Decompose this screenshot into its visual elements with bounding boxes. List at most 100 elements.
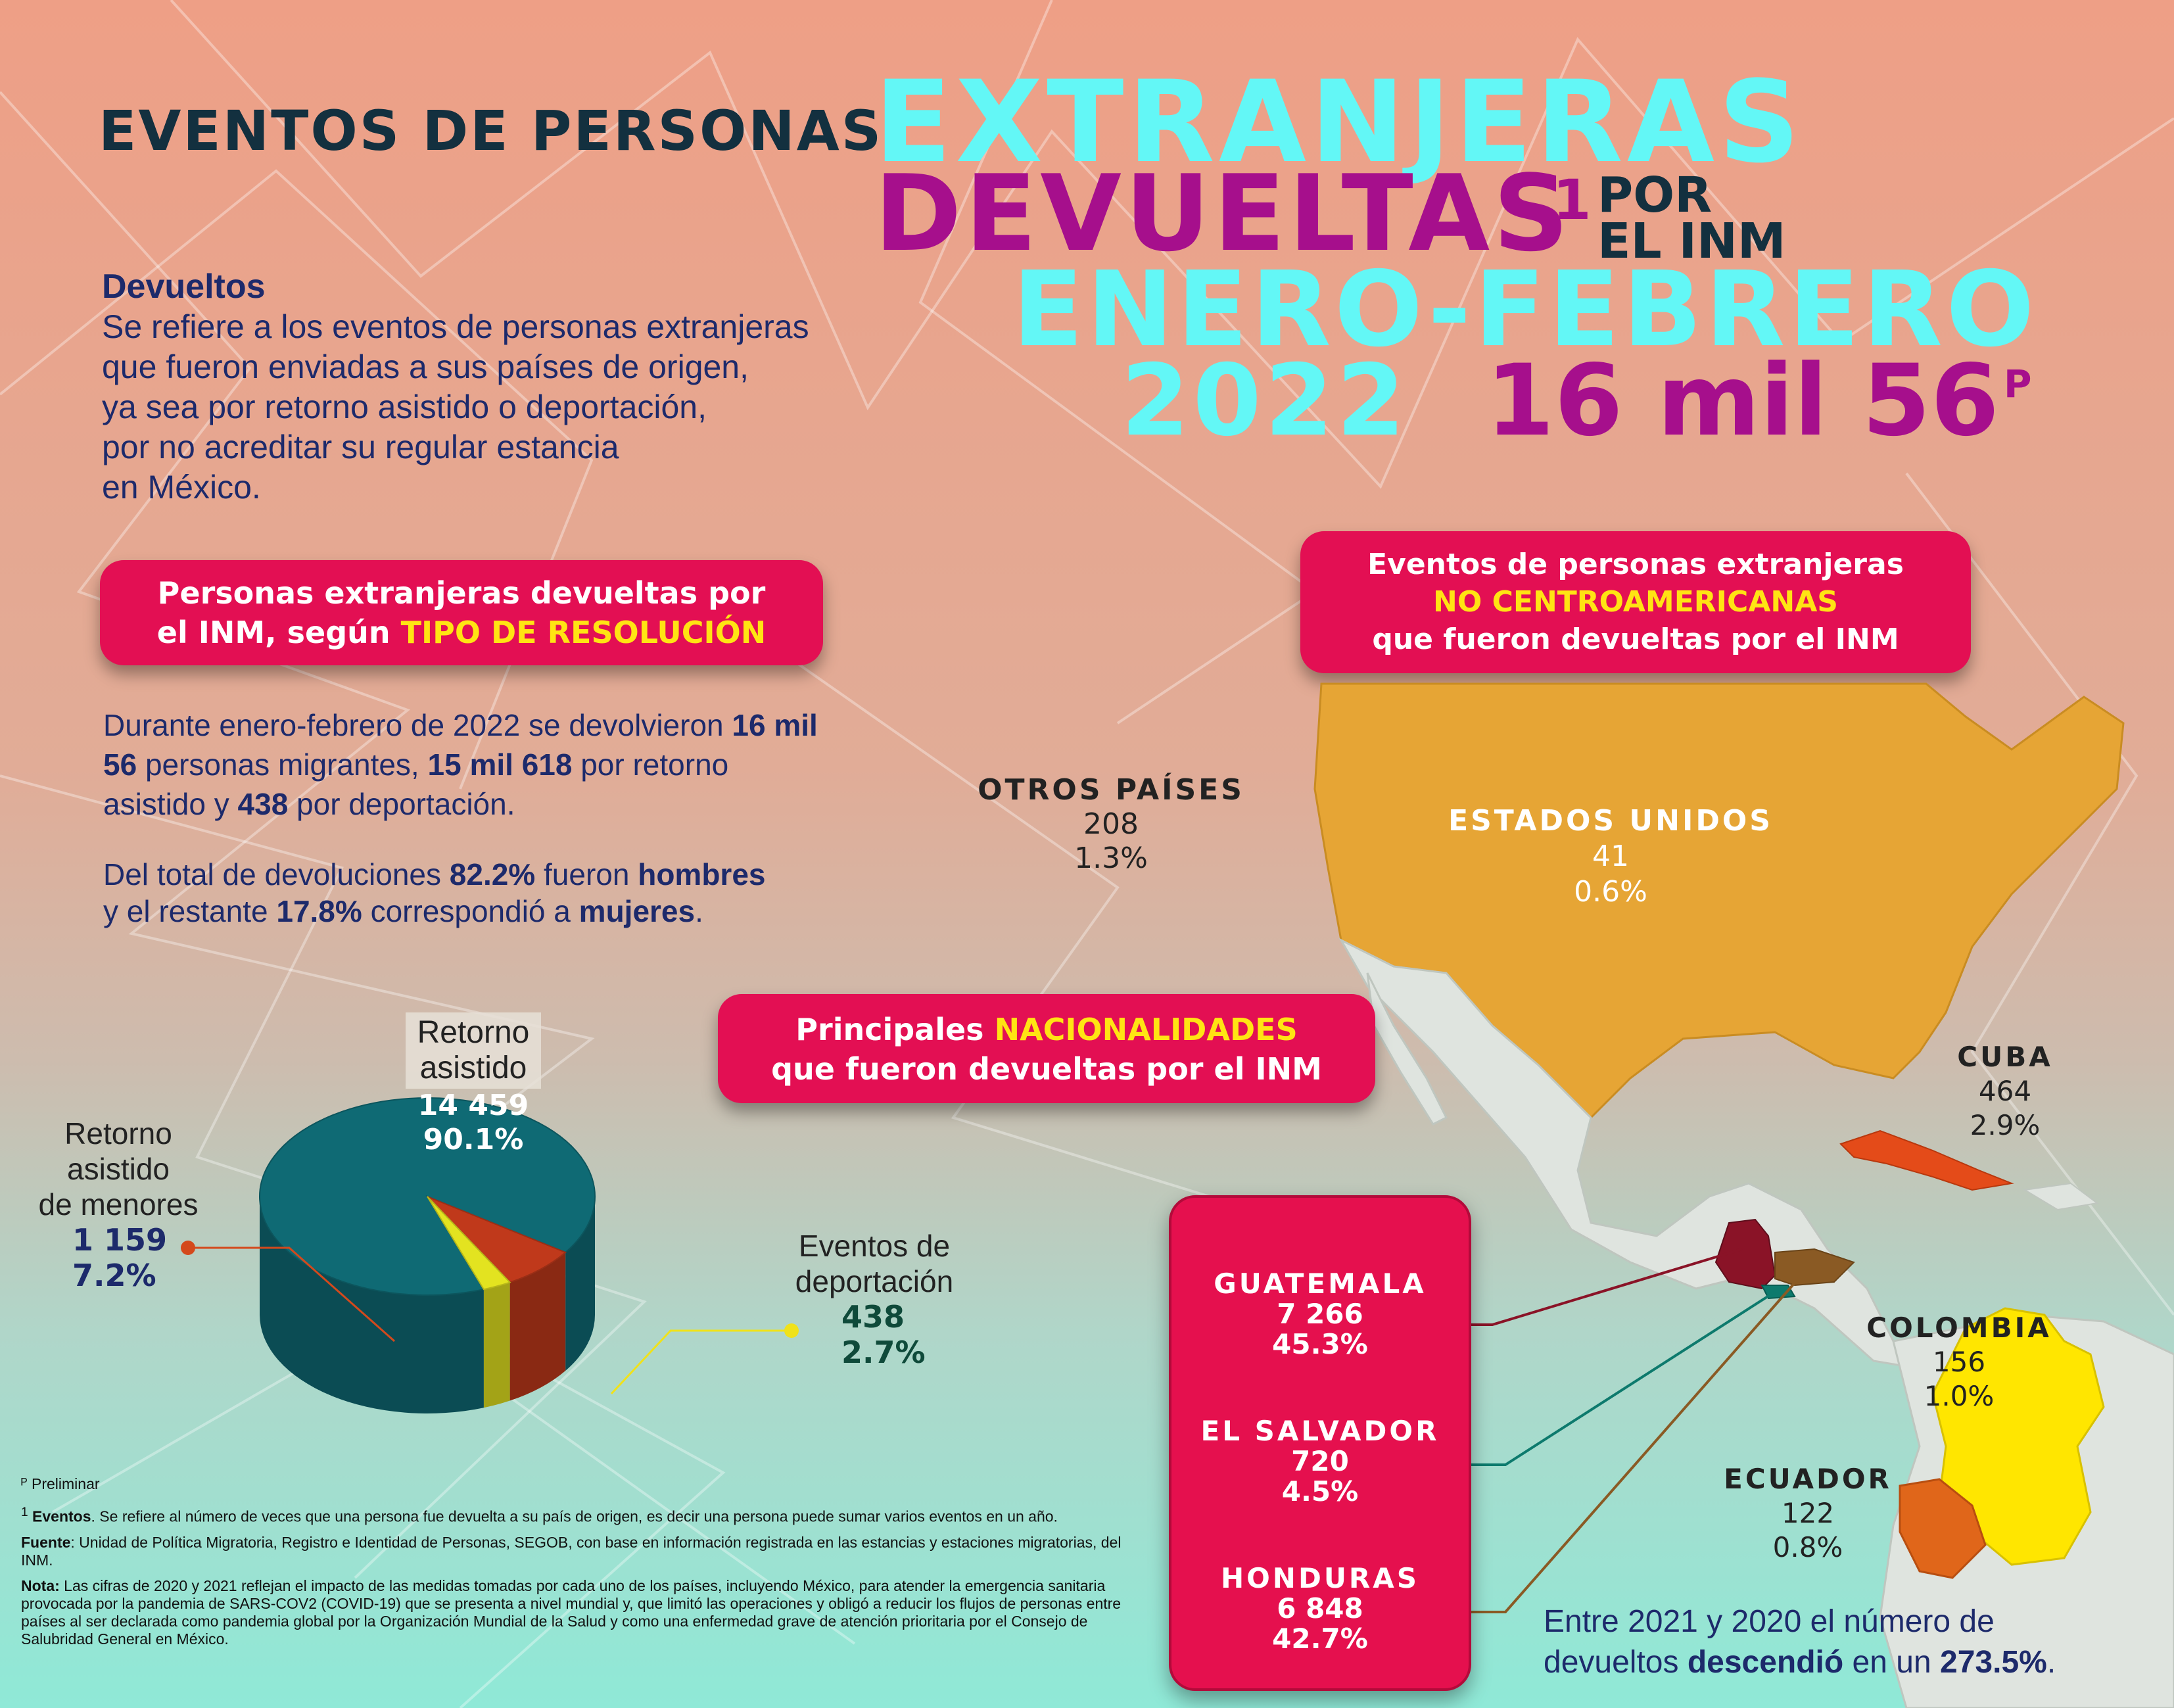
footnote-fuente: Fuente: Unidad de Política Migratoria, R… [21,1534,1125,1569]
cuba-name: CUBA [1957,1041,2053,1073]
comparison-text: Entre 2021 y 2020 el número de devueltos… [1544,1601,2174,1683]
map-guatemala [1714,1218,1776,1290]
nat-guatemala: GUATEMALA 7 266 45.3% [1171,1269,1469,1360]
leader-menores [188,1246,395,1342]
nat-honduras: HONDURAS 6 848 42.7% [1171,1563,1469,1654]
colombia-name: COLOMBIA [1866,1312,2052,1344]
non-ca-pill-line-1: Eventos de personas extranjeras [1367,548,1904,581]
el-salvador-percent: 4.5% [1281,1475,1359,1507]
nationalities-pill-text: Principales [795,1012,995,1047]
non-central-american-pill: Eventos de personas extranjeras NO CENTR… [1300,531,1971,673]
map-hispaniola [2023,1182,2099,1211]
resolution-type-pill: Personas extranjeras devueltas por el IN… [100,560,823,665]
comparison-line-2: devueltos descendió en un 273.5%. [1544,1642,2174,1683]
colombia-value: 156 [1932,1346,1986,1378]
definition-line: ya sea por retorno asistido o deportació… [102,389,707,425]
pie-leader-lines [181,1241,799,1395]
nationalities-box: GUATEMALA 7 266 45.3% EL SALVADOR 720 4.… [1169,1195,1471,1691]
summary-paragraph-1: Durante enero-febrero de 2022 se devolvi… [103,705,958,824]
usa-name: ESTADOS UNIDOS [1448,804,1773,838]
non-ca-pill-line-2: NO CENTROAMERICANAS [1433,585,1838,619]
footnote-nota: Nota: Las cifras de 2020 y 2021 reflejan… [21,1577,1125,1648]
deportacion-percent: 2.7% [841,1335,926,1370]
resolution-pill-line-2: el INM, según TIPO DE RESOLUCIÓN [100,613,823,652]
guatemala-value: 7 266 [1277,1298,1363,1330]
pie-slice-1 [427,1196,567,1283]
nationalities-pill-line-1: Principales NACIONALIDADES [718,1010,1375,1049]
pie-side-0 [260,1197,484,1413]
footnotes: ᴾ Preliminar 1 Eventos. Se refiere al nú… [21,1475,1125,1648]
title-line-4: ENERO-FEBRERO [1012,249,2038,370]
deportacion-label-line: deportación [795,1264,954,1298]
retorno-percent: 90.1% [423,1123,524,1156]
label-ecuador: ECUADOR 122 0.8% [1709,1462,1906,1565]
summary-paragraph-2: Del total de devoluciones 82.2% fueron h… [103,856,958,930]
summary-highlight: 56 [103,747,137,782]
el-salvador-value: 720 [1291,1445,1349,1477]
pie-side-0 [565,1197,595,1371]
pie-side-1 [509,1252,566,1401]
pie-slice-2 [427,1196,511,1291]
resolution-pill-line-1: Personas extranjeras devueltas por [157,575,766,611]
summary-highlight: 15 mil 618 [427,747,573,782]
summary-highlight: 17.8% [276,894,362,928]
summary-text: por deportación. [288,787,515,821]
definition-block: Devueltos Se refiere a los eventos de pe… [102,267,996,508]
otros-paises-percent: 1.3% [1074,842,1148,875]
nat-el-salvador: EL SALVADOR 720 4.5% [1171,1416,1469,1507]
total-superscript: P [2004,362,2032,406]
leader-deportacion [610,1329,792,1395]
nationalities-pill-text: que fueron devueltas por el [771,1051,1256,1087]
guatemala-percent: 45.3% [1272,1328,1368,1360]
label-cuba: CUBA 464 2.9% [1906,1040,2104,1143]
definition-title: Devueltos [102,268,266,306]
comparison-line-1: Entre 2021 y 2020 el número de [1544,1604,1995,1639]
non-ca-pill-inm: INM [1835,623,1899,656]
otros-paises-name: OTROS PAÍSES [978,773,1244,807]
summary-text: correspondió a [362,894,579,928]
comparison-text-part: devueltos [1544,1645,1688,1680]
title-year: 2022 [1121,344,1409,458]
menores-label-line: asistido [67,1152,170,1186]
definition-line: Se refiere a los eventos de personas ext… [102,308,809,345]
summary-text: Durante enero-febrero de 2022 se devolvi… [103,708,732,742]
summary-text: personas migrantes, [137,747,428,782]
americas-map [1313,682,2174,1708]
deportacion-label-line: Eventos de [798,1229,951,1263]
label-estados-unidos: ESTADOS UNIDOS 41 0.6% [1433,803,1788,910]
summary-text: . [695,894,703,928]
ecuador-value: 122 [1781,1497,1835,1529]
cuba-percent: 2.9% [1970,1109,2041,1141]
honduras-name: HONDURAS [1220,1562,1420,1594]
footnote-nota-text: Las cifras de 2020 y 2021 reflejan el im… [21,1577,1122,1648]
menores-label-line: de menores [38,1187,199,1222]
title-el-inm: EL INM [1597,213,1786,270]
comparison-descendio: descendió [1687,1645,1844,1680]
colombia-percent: 1.0% [1924,1380,1995,1412]
non-ca-pill-text: que fueron devueltas por el [1372,623,1835,656]
map-baja [1366,972,1448,1126]
nationalities-pill: Principales NACIONALIDADES que fueron de… [718,994,1375,1103]
title-line-3: DEVUELTAS [874,152,1572,275]
footnote-eventos-text: . Se refiere al número de veces que una … [91,1507,1058,1525]
guatemala-name: GUATEMALA [1214,1268,1427,1300]
title-por: POR [1597,167,1713,224]
connector-el-salvador [1453,1291,1776,1466]
menores-percent: 7.2% [72,1258,156,1293]
usa-percent: 0.6% [1574,875,1647,909]
honduras-percent: 42.7% [1272,1623,1368,1655]
label-colombia: COLOMBIA 156 1.0% [1854,1311,2064,1413]
footnote-fuente-term: Fuente [21,1533,71,1551]
total-value: 16 mil 56 [1486,344,2000,458]
title-line-1: EVENTOS DE PERSONAS [99,99,884,163]
otros-paises-value: 208 [1083,807,1139,841]
summary-text: fueron [535,857,638,891]
pie-label-deportacion: Eventos de deportación 438 2.7% [763,1228,986,1370]
definition-line: en México. [102,469,261,506]
retorno-label-line: asistido [419,1051,527,1085]
footnote-fuente-text: : Unidad de Política Migratoria, Registr… [21,1533,1122,1569]
footnote-eventos-term: Eventos [32,1507,91,1525]
footnote-nota-term: Nota: [21,1577,60,1594]
nationalities-pill-line-2: que fueron devueltas por el INM [718,1049,1375,1089]
resolution-pill-text: el INM, según [156,615,401,650]
